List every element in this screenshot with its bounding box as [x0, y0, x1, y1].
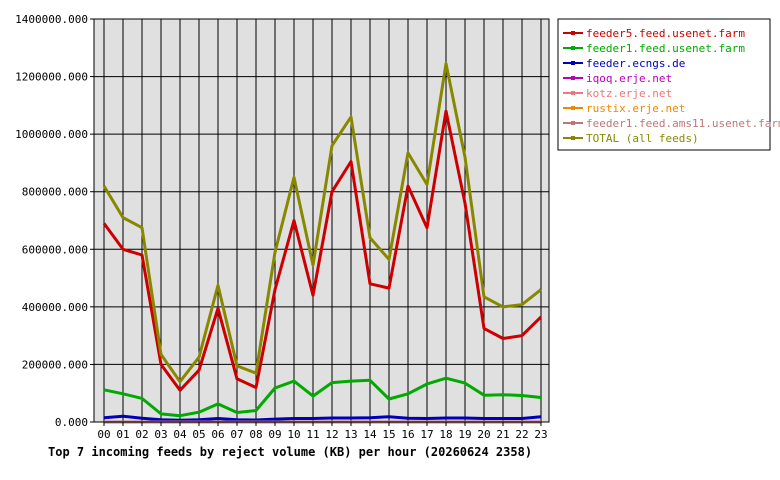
y-tick-label: 600000.000 — [22, 243, 88, 256]
legend-label-1: feeder1.feed.usenet.farm — [586, 42, 745, 55]
x-tick-label: 22 — [515, 428, 528, 441]
series-line-7 — [102, 62, 542, 384]
legend-marker-2 — [571, 61, 575, 65]
x-tick-label: 18 — [439, 428, 452, 441]
legend-marker-0 — [571, 31, 575, 35]
legend-label-7: TOTAL (all feeds) — [586, 132, 699, 145]
x-tick-label: 07 — [230, 428, 243, 441]
legend-marker-1 — [571, 46, 575, 50]
x-tick-label: 11 — [306, 428, 319, 441]
x-tick-label: 13 — [344, 428, 357, 441]
x-tick-label: 05 — [192, 428, 205, 441]
x-tick-label: 04 — [173, 428, 187, 441]
y-tick-label: 400000.000 — [22, 301, 88, 314]
series-line-1 — [103, 376, 542, 418]
x-tick-label: 10 — [287, 428, 300, 441]
legend-label-4: kotz.erje.net — [586, 87, 672, 100]
x-tick-label: 12 — [325, 428, 338, 441]
legend-marker-5 — [571, 106, 575, 110]
legend-label-2: feeder.ecngs.de — [586, 57, 685, 70]
legend-box — [557, 18, 771, 151]
x-tick-label: 16 — [401, 428, 414, 441]
x-tick-label: 21 — [496, 428, 509, 441]
y-tick-label: 1400000.000 — [15, 13, 88, 26]
x-tick-label: 17 — [420, 428, 433, 441]
legend-label-3: iqoq.erje.net — [586, 72, 672, 85]
legend-marker-3 — [571, 76, 575, 80]
y-axis-ticks: 0.000 200000.000 400000.000 600000.000 80000… — [15, 13, 94, 429]
legend-label-0: feeder5.feed.usenet.farm — [586, 27, 745, 40]
x-tick-label: 15 — [382, 428, 395, 441]
x-tick-label: 00 — [97, 428, 110, 441]
x-tick-label: 06 — [211, 428, 224, 441]
x-tick-label: 19 — [458, 428, 471, 441]
grid-lines — [94, 18, 549, 423]
x-tick-label: 20 — [477, 428, 490, 441]
x-tick-label: 23 — [534, 428, 547, 441]
x-tick-label: 02 — [135, 428, 148, 441]
x-tick-label: 01 — [116, 428, 129, 441]
x-tick-label: 14 — [363, 428, 377, 441]
y-tick-label: 1000000.000 — [15, 128, 88, 141]
chart-title: Top 7 incoming feeds by reject volume (K… — [48, 445, 532, 459]
legend-marker-7 — [571, 136, 575, 140]
legend-marker-6 — [571, 121, 575, 125]
legend-label-6: feeder1.feed.ams11.usenet.farm — [586, 117, 780, 130]
y-tick-label: 200000.000 — [22, 358, 88, 371]
x-tick-label: 03 — [154, 428, 167, 441]
plot-frame — [93, 18, 550, 423]
x-axis-ticks: 00 01 02 03 04 05 06 07 08 09 10 11 12 13 14 15 16 17 18 19… — [97, 422, 548, 441]
series-line-0 — [102, 109, 543, 392]
y-tick-label: 1200000.000 — [15, 71, 88, 84]
x-tick-label: 08 — [249, 428, 262, 441]
legend: feeder5.feed.usenet.farm feeder1.feed.use… — [557, 18, 780, 151]
legend-marker-4 — [571, 91, 575, 95]
series-line-2 — [103, 414, 542, 422]
x-tick-label: 09 — [268, 428, 281, 441]
y-tick-label: 800000.000 — [22, 186, 88, 199]
y-tick-label: 0.000 — [55, 416, 88, 429]
legend-label-5: rustix.erje.net — [586, 102, 685, 115]
